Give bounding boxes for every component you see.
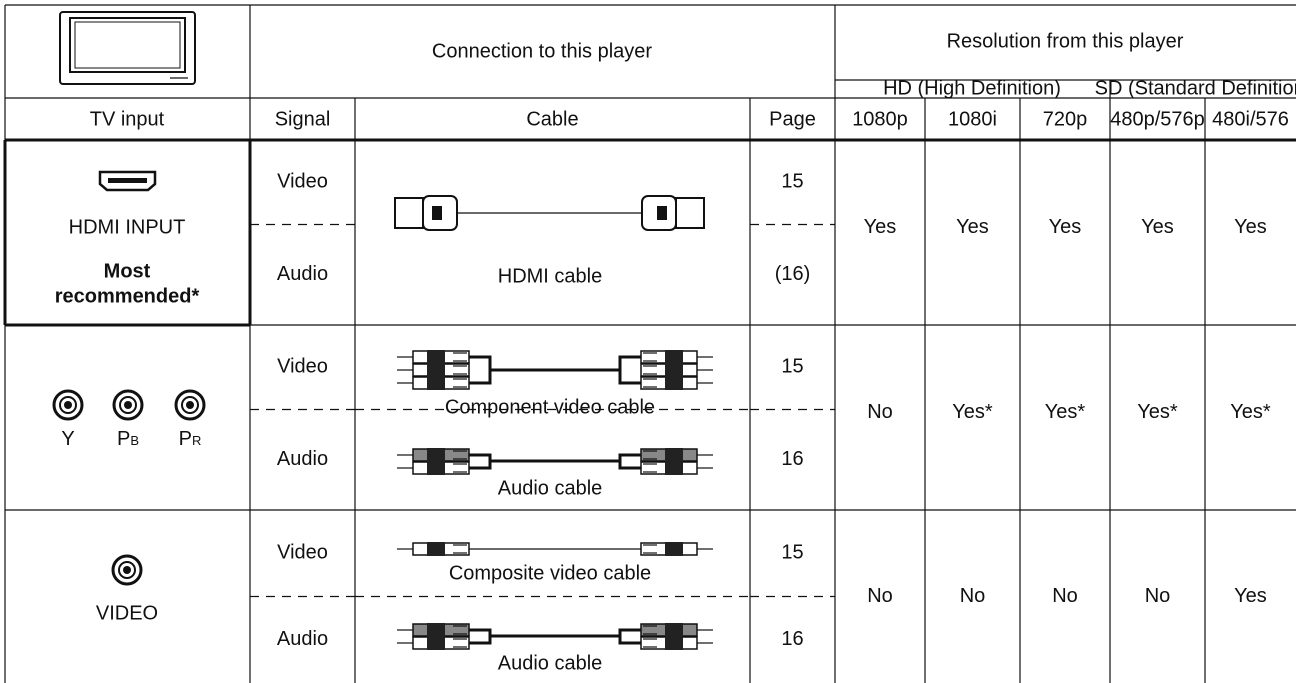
cell-text: Audio cable	[498, 477, 603, 499]
cell-text: Yes	[1234, 585, 1267, 607]
cell-text: 1080p	[852, 108, 908, 130]
cell-text: Component video cable	[445, 396, 655, 418]
cell-text: TV input	[90, 108, 165, 130]
cell-text: Yes	[1049, 216, 1082, 238]
cell-text: Audio cable	[498, 652, 603, 674]
jack-label-main: Y	[61, 428, 74, 450]
cell-text: Video	[277, 171, 328, 193]
component-jacks	[52, 389, 206, 421]
audio-cable	[397, 448, 713, 475]
cell-text: Yes*	[1230, 401, 1271, 423]
jack-label-sub: B	[130, 433, 139, 448]
cell-text: Yes*	[1137, 401, 1178, 423]
cell-text: Video	[277, 356, 328, 378]
cell-text: Video	[277, 542, 328, 564]
cell-text: No	[867, 401, 893, 423]
jack-label: Y	[61, 428, 74, 450]
cell-text: HDMI cable	[498, 265, 602, 287]
cell-text: 15	[781, 356, 803, 378]
cell-text: HDMI INPUT	[69, 216, 186, 238]
composite-cable	[397, 542, 713, 556]
jack-label: PB	[117, 428, 139, 450]
hdmi-cable	[394, 195, 705, 231]
cell-text: VIDEO	[96, 602, 158, 624]
cell-text: 16	[781, 628, 803, 650]
cell-text: Signal	[275, 108, 331, 130]
cell-text: Connection to this player	[432, 40, 652, 62]
cell-text: 480p/576p	[1110, 108, 1205, 130]
cell-text: 15	[781, 542, 803, 564]
cell-text: HD (High Definition)	[883, 77, 1061, 99]
cell-text: 1080i	[948, 108, 997, 130]
audio-cable	[397, 623, 713, 650]
cell-text: 720p	[1043, 108, 1088, 130]
cell-text: Yes	[1141, 216, 1174, 238]
cell-text: No	[867, 585, 893, 607]
component-cable	[397, 350, 713, 390]
cell-text: Audio	[277, 628, 328, 650]
cell-text: Audio	[277, 263, 328, 285]
cell-text: (16)	[775, 263, 811, 285]
cell-text: Yes	[956, 216, 989, 238]
cell-text: Audio	[277, 448, 328, 470]
jack-label-main: P	[179, 428, 192, 450]
cell-text: 15	[781, 171, 803, 193]
cell-text: No	[960, 585, 986, 607]
cell-text: No	[1145, 585, 1171, 607]
cell-text: Cable	[526, 108, 578, 130]
cell-text: Composite video cable	[449, 562, 651, 584]
jack-label: PR	[179, 428, 202, 450]
jack-label-sub: R	[192, 433, 201, 448]
cell-text: Yes	[864, 216, 897, 238]
cell-text: Yes*	[1045, 401, 1086, 423]
cell-text: 480i/576	[1212, 108, 1289, 130]
tv-icon	[59, 11, 196, 85]
video-jack	[111, 554, 143, 586]
cell-text: Resolution from this player	[947, 30, 1184, 52]
cell-text: No	[1052, 585, 1078, 607]
cell-text: 16	[781, 448, 803, 470]
hdmi-port	[98, 170, 157, 192]
cell-text: Page	[769, 108, 816, 130]
cell-text: Most	[104, 260, 151, 282]
cell-text: Yes*	[952, 401, 993, 423]
cell-text: recommended*	[55, 285, 200, 307]
cell-text: Yes	[1234, 216, 1267, 238]
jack-label-main: P	[117, 428, 130, 450]
cell-text: SD (Standard Definition)	[1095, 77, 1296, 99]
